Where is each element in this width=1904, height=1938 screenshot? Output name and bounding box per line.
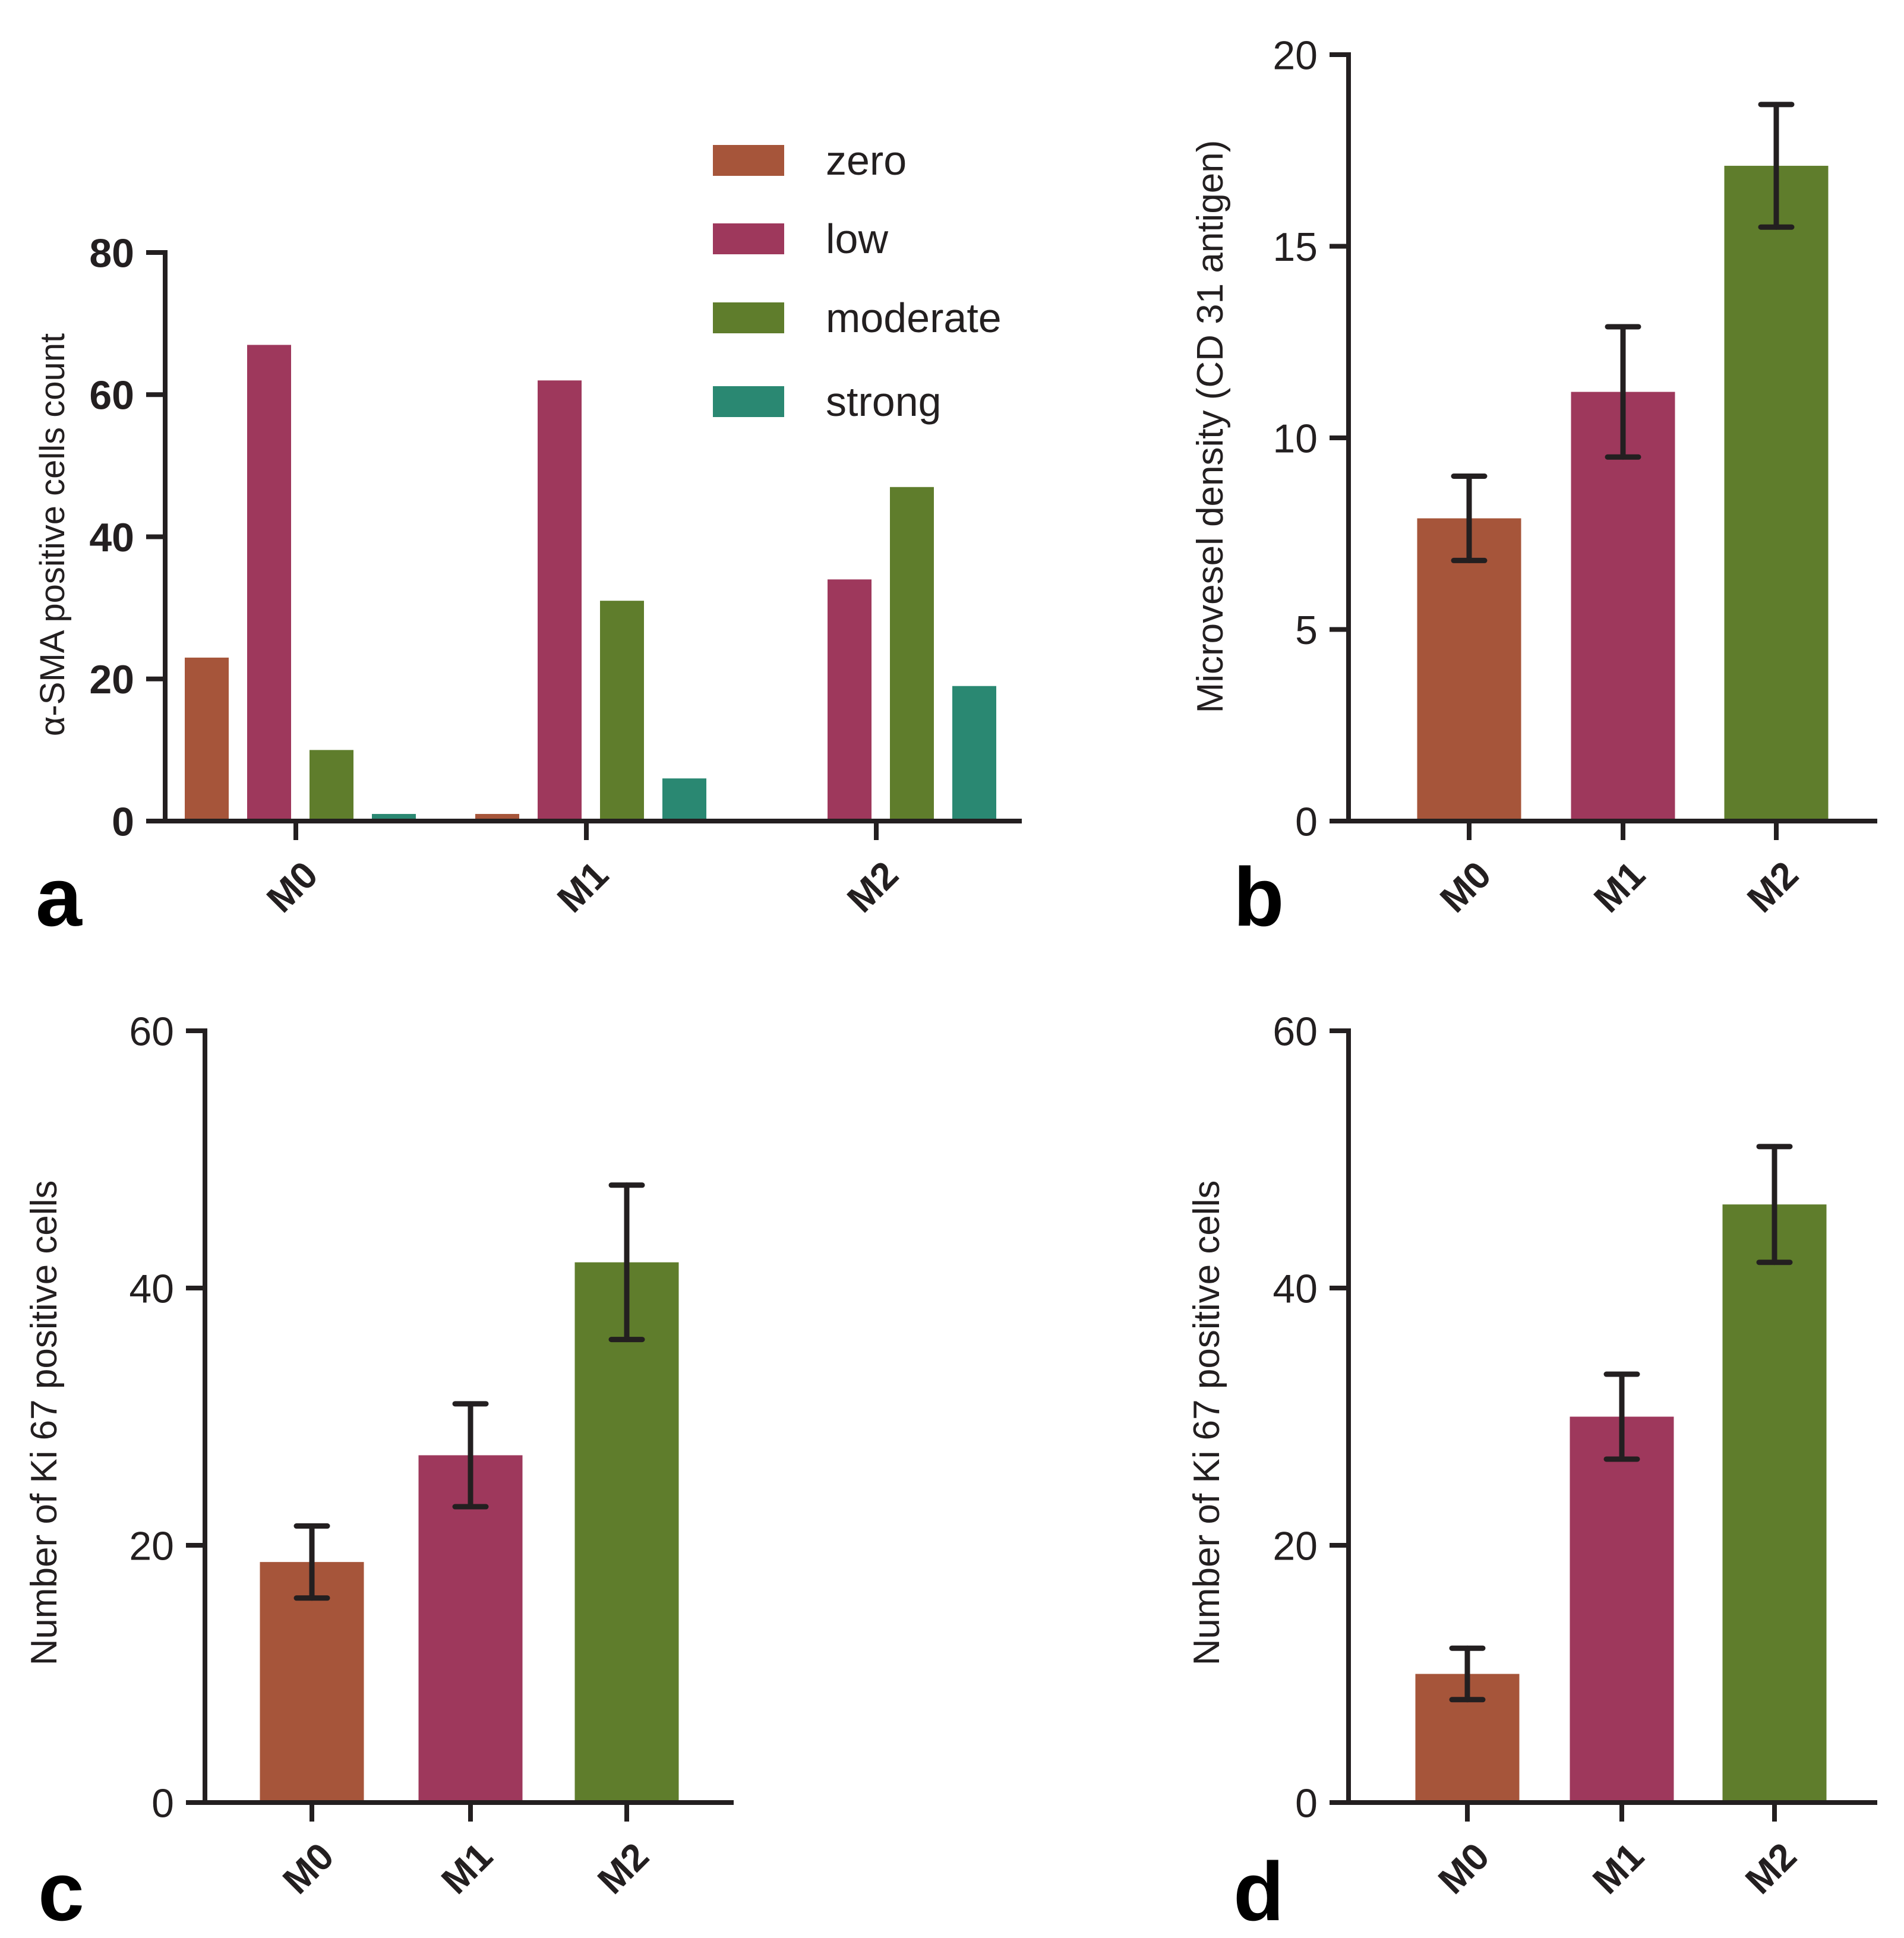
y-tick-label: 0 (1295, 799, 1318, 844)
bar-m2-strong (952, 686, 996, 821)
error-bar-m0 (293, 1523, 330, 1601)
y-axis-title: Number of Ki 67 positive cells (1186, 1181, 1227, 1666)
legend: zero low moderate strong (713, 137, 1002, 425)
y-tick-label: 80 (89, 231, 134, 276)
legend-label-moderate: moderate (826, 295, 1002, 341)
error-bar-m1 (1603, 1371, 1640, 1462)
bar-m0-low (247, 345, 291, 821)
error-bar-m1 (452, 1401, 489, 1510)
bar-m2 (1724, 166, 1829, 821)
y-tick-label: 20 (1273, 1523, 1318, 1568)
error-bar-m1 (1605, 324, 1641, 460)
bar-m1 (418, 1455, 523, 1803)
panel-letter-d: d (1233, 1845, 1284, 1938)
panel-b: 0 5 10 15 20 M0 M1 M2 Microvesel density (CD 31 … (1190, 33, 1877, 943)
x-tick-label-m1: M1 (1584, 1835, 1652, 1902)
legend-swatch-strong (713, 386, 784, 417)
x-tick-label-m0: M0 (1430, 1835, 1498, 1902)
error-bar-m2 (1756, 1144, 1793, 1265)
y-tick-label: 20 (89, 657, 134, 702)
bar-m2-low (828, 579, 872, 821)
x-tick-label-m1: M1 (549, 853, 617, 921)
bar-m0 (260, 1562, 364, 1803)
bar-m1 (1571, 392, 1675, 821)
legend-label-zero: zero (826, 137, 907, 184)
legend-label-low: low (826, 216, 888, 262)
error-bar-m0 (1449, 1645, 1486, 1703)
y-tick-label: 40 (89, 515, 134, 560)
bar-m1-moderate (600, 601, 644, 821)
error-bar-m2 (608, 1182, 645, 1343)
bar-m2 (1722, 1204, 1827, 1803)
y-tick-label: 60 (1273, 1009, 1318, 1054)
x-tick-label-m0: M0 (1432, 853, 1499, 921)
panel-a: 0 20 40 60 80 M0 M1 M2 α-SMA positive cells coun… (33, 137, 1022, 943)
error-bar-m0 (1451, 474, 1488, 563)
panel-c: 0 20 40 60 M0 M1 M2 Number of Ki 67 positive ce… (24, 1009, 734, 1938)
y-tick-label: 0 (1295, 1781, 1318, 1826)
y-tick-label: 0 (112, 799, 134, 844)
bar-m1 (1570, 1416, 1674, 1803)
x-tick-label-m2: M2 (589, 1835, 657, 1902)
x-tick-label-m0: M0 (258, 853, 326, 921)
y-tick-label: 60 (89, 373, 134, 418)
panel-letter-a: a (36, 850, 83, 943)
y-tick-label: 40 (1273, 1266, 1318, 1311)
bar-m1-low (538, 380, 582, 821)
bar-m1-strong (662, 778, 706, 821)
bar-m0-moderate (310, 750, 353, 821)
panel-letter-b: b (1233, 850, 1284, 943)
legend-swatch-moderate (713, 302, 784, 333)
legend-label-strong: strong (826, 378, 942, 425)
x-tick-label-m0: M0 (274, 1835, 342, 1902)
bar-m0-strong (372, 814, 416, 821)
y-tick-label: 40 (129, 1266, 174, 1311)
x-tick-label-m2: M2 (1739, 853, 1807, 921)
y-axis-title: Number of Ki 67 positive cells (24, 1181, 65, 1666)
axes (1346, 1028, 1877, 1805)
bar-m0-zero (185, 657, 229, 821)
y-tick-label: 5 (1295, 608, 1318, 653)
y-axis-title: α-SMA positive cells count (33, 333, 72, 736)
bar-m0 (1417, 518, 1521, 821)
legend-swatch-zero (713, 145, 784, 176)
panel-letter-c: c (38, 1845, 84, 1938)
y-tick-label: 15 (1273, 225, 1318, 270)
x-tick-label-m2: M2 (839, 853, 907, 921)
bar-m2-moderate (890, 487, 934, 821)
bar-m2 (574, 1262, 679, 1803)
y-tick-label: 60 (129, 1009, 174, 1054)
y-tick-label: 20 (129, 1523, 174, 1568)
error-bar-m2 (1758, 102, 1795, 230)
legend-swatch-low (713, 223, 784, 254)
panel-d: 0 20 40 60 M0 M1 M2 Number of Ki 67 positive ce… (1186, 1009, 1877, 1938)
x-tick-label-m1: M1 (433, 1835, 501, 1902)
bar-m1-zero (475, 814, 519, 821)
y-tick-label: 10 (1273, 416, 1318, 461)
x-tick-label-m2: M2 (1737, 1835, 1805, 1902)
y-tick-label: 20 (1273, 33, 1318, 78)
x-tick-label-m1: M1 (1586, 853, 1653, 921)
y-axis-title: Microvesel density (CD 31 antigen) (1190, 140, 1231, 714)
y-tick-label: 0 (151, 1781, 174, 1826)
